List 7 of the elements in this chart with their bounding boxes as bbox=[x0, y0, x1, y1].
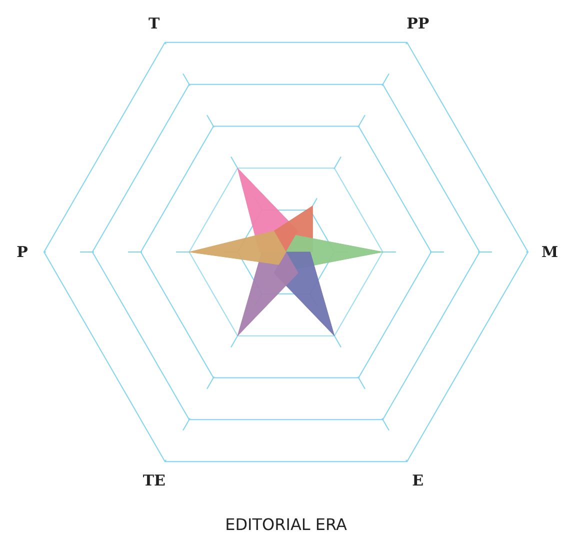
spoke-label: E bbox=[412, 471, 424, 490]
spoke-label: T bbox=[148, 14, 161, 33]
text: EDITORIAL ERA bbox=[225, 515, 347, 534]
spoke-label: TE bbox=[142, 471, 166, 490]
spoke-label: M bbox=[541, 243, 558, 261]
spoke-label: P bbox=[16, 243, 28, 261]
spoke-label: PP bbox=[406, 14, 430, 33]
